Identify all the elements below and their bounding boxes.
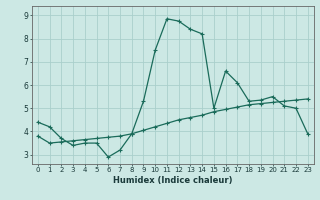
X-axis label: Humidex (Indice chaleur): Humidex (Indice chaleur) xyxy=(113,176,233,185)
